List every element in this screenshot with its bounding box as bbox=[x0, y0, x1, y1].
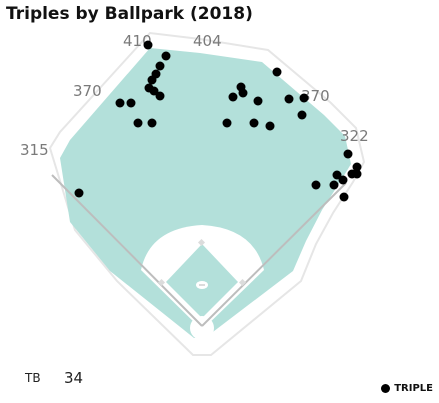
home-plate-circle bbox=[190, 316, 214, 340]
legend-marker bbox=[381, 384, 391, 393]
triple-marker-9 bbox=[126, 98, 136, 108]
legend-label: TRIPLE bbox=[394, 383, 433, 394]
second-base bbox=[197, 238, 206, 247]
triple-marker-6 bbox=[149, 86, 159, 96]
triple-markers bbox=[74, 40, 362, 202]
third-base bbox=[157, 278, 166, 287]
legend: TRIPLE bbox=[381, 383, 433, 394]
triple-marker-10 bbox=[133, 118, 143, 128]
team-label: TB bbox=[25, 371, 41, 385]
outfield-grass bbox=[60, 48, 351, 338]
outfield-wall bbox=[48, 31, 366, 356]
triple-marker-18 bbox=[249, 118, 259, 128]
triple-marker-28 bbox=[338, 175, 348, 185]
triple-marker-27 bbox=[332, 170, 342, 180]
triple-marker-11 bbox=[147, 118, 157, 128]
triple-marker-19 bbox=[265, 121, 275, 131]
triple-marker-4 bbox=[147, 75, 157, 85]
right-foul-line bbox=[201, 182, 347, 327]
triple-marker-15 bbox=[238, 88, 248, 98]
distance-label-right: 322 bbox=[340, 127, 369, 145]
distance-label-right-center: 370 bbox=[301, 87, 330, 105]
first-base bbox=[238, 278, 247, 287]
triple-marker-21 bbox=[299, 93, 309, 103]
left-foul-line bbox=[51, 174, 203, 327]
triple-marker-23 bbox=[343, 149, 353, 159]
triple-marker-32 bbox=[74, 188, 84, 198]
triple-marker-31 bbox=[339, 192, 349, 202]
triple-marker-26 bbox=[352, 169, 362, 179]
triple-marker-7 bbox=[155, 91, 165, 101]
triple-marker-2 bbox=[155, 61, 165, 71]
triple-marker-1 bbox=[161, 51, 171, 61]
distance-label-center-right: 404 bbox=[193, 32, 222, 50]
triple-marker-17 bbox=[222, 118, 232, 128]
distance-label-left-center: 370 bbox=[73, 82, 102, 100]
distance-label-left: 315 bbox=[20, 141, 49, 159]
triple-marker-14 bbox=[228, 92, 238, 102]
chart-title: Triples by Ballpark (2018) bbox=[6, 4, 253, 24]
triple-marker-30 bbox=[311, 180, 321, 190]
triple-marker-0 bbox=[143, 40, 153, 50]
triple-marker-29 bbox=[329, 180, 339, 190]
triple-count: 34 bbox=[64, 369, 84, 387]
triple-marker-16 bbox=[253, 96, 263, 106]
triple-marker-22 bbox=[297, 110, 307, 120]
triple-marker-12 bbox=[272, 67, 282, 77]
triple-marker-24 bbox=[352, 162, 362, 172]
triple-marker-20 bbox=[284, 94, 294, 104]
triple-marker-8 bbox=[115, 98, 125, 108]
